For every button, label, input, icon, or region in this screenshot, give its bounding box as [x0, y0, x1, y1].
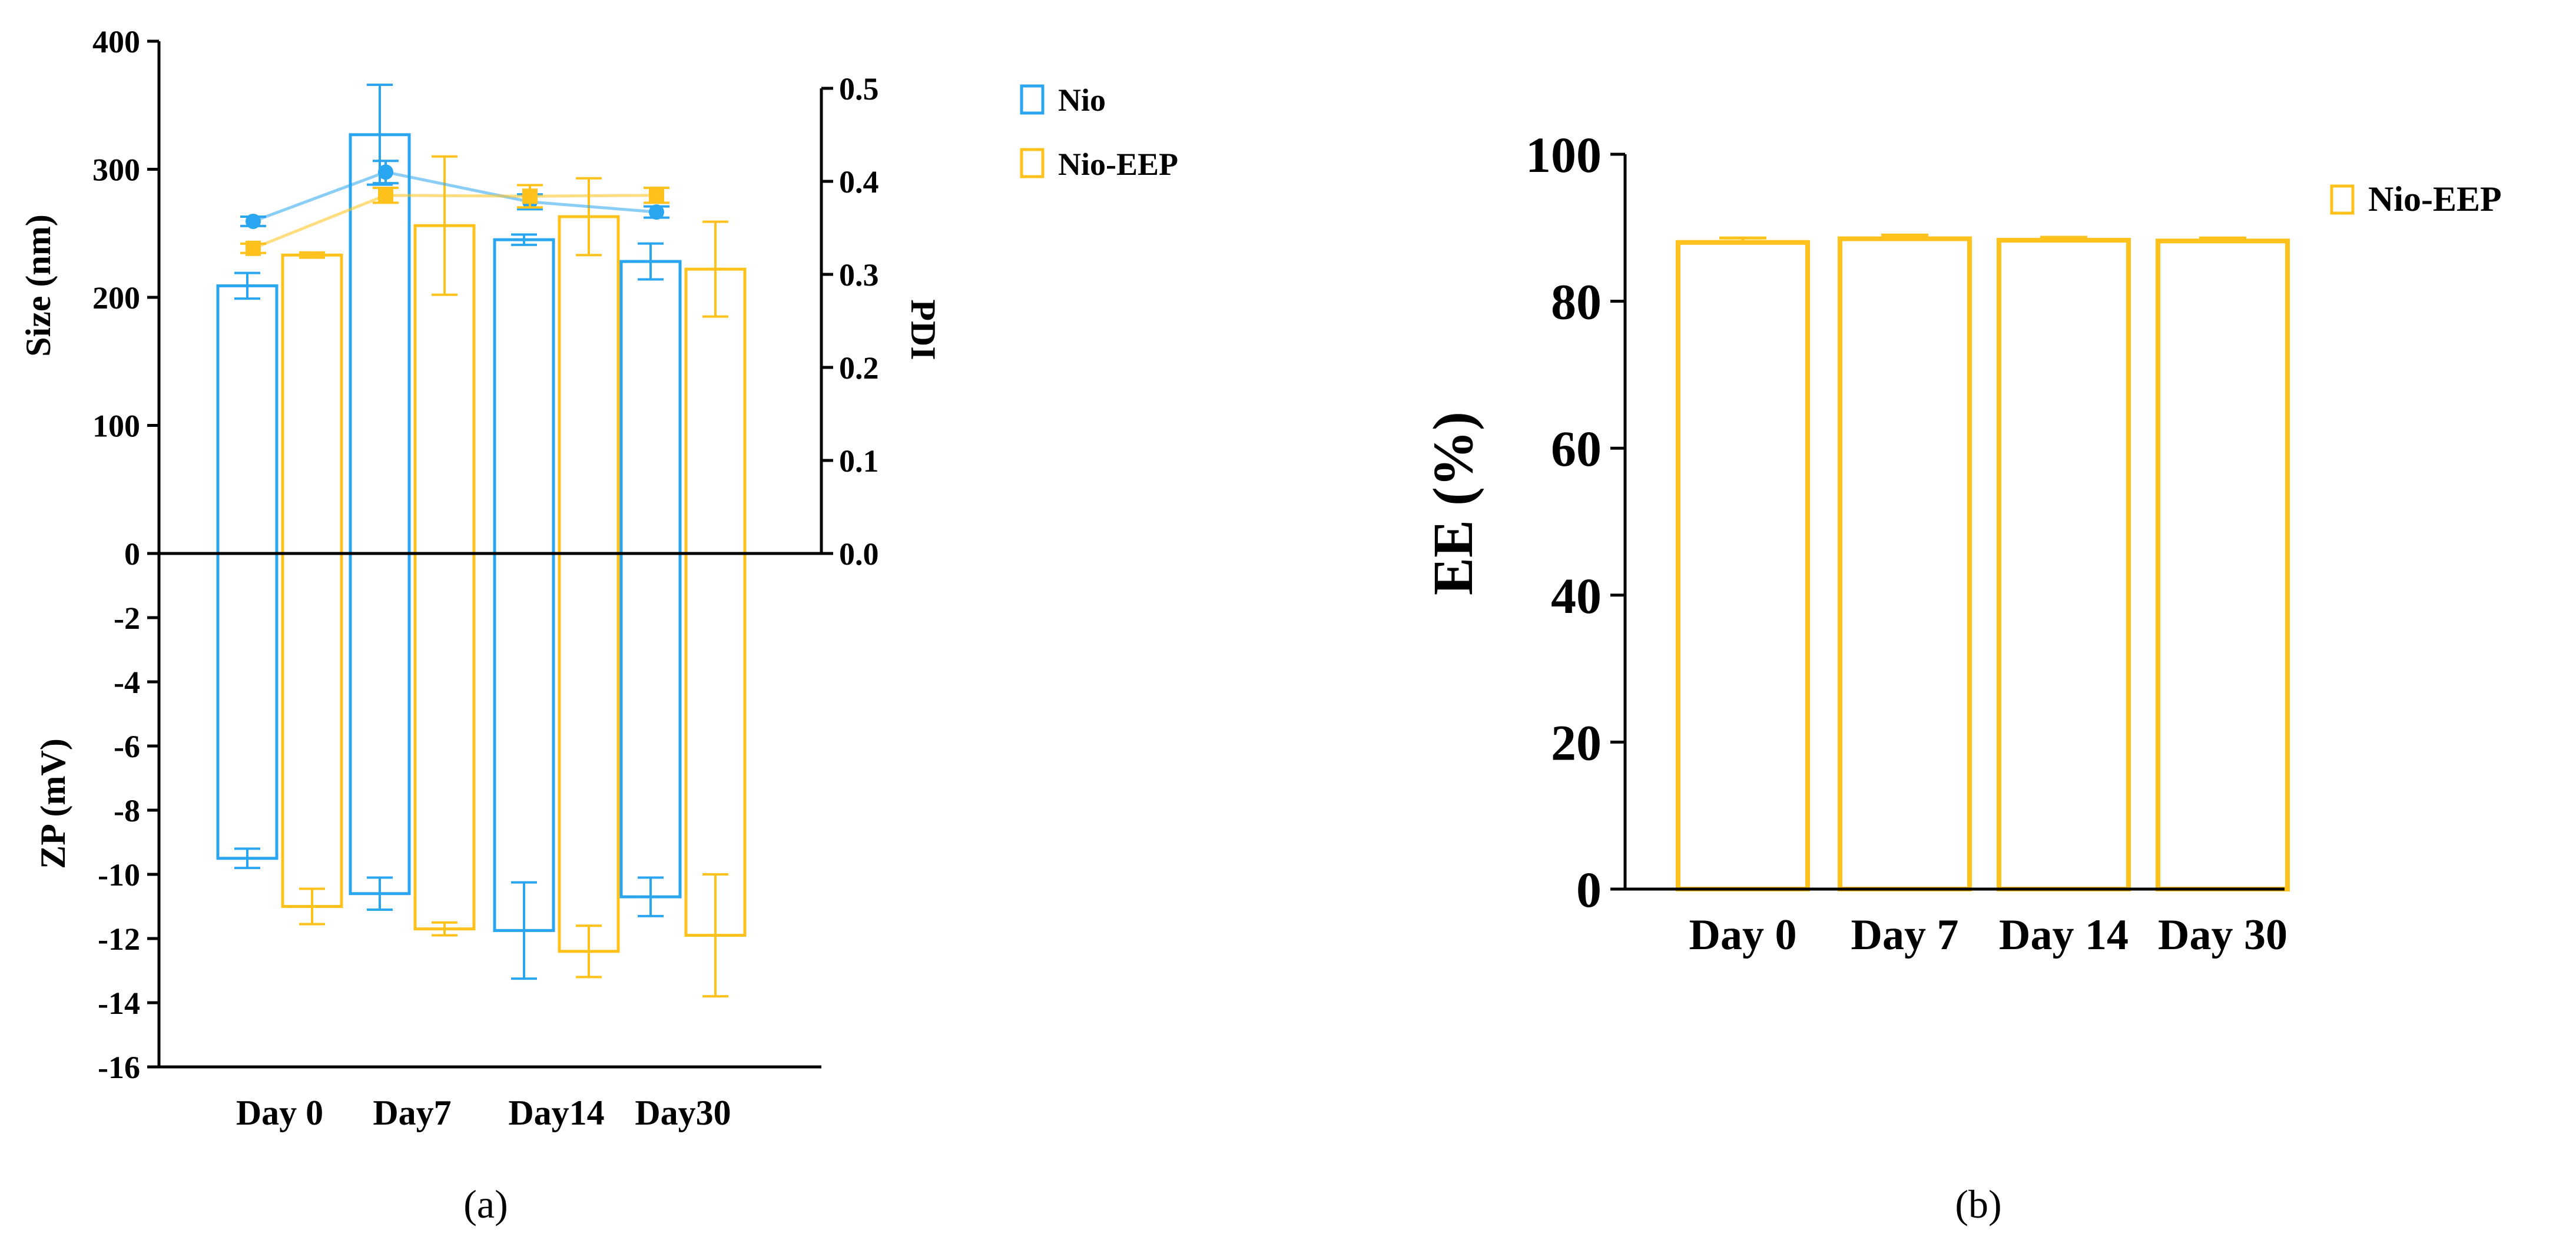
- panel-a-pdi-nio-day30-point: [649, 204, 664, 220]
- panel-b-category-day-30: Day 30: [2158, 911, 2287, 959]
- panel-a-size-axis-label: Size (nm): [19, 214, 58, 357]
- panel-a-pdi-tick-label: 0.1: [839, 443, 879, 479]
- legend-swatch-nio: [1020, 84, 1045, 115]
- panel-a-nio-day7-zp-bar: [349, 552, 411, 896]
- panel-a-nio-day30-size-bar: [619, 260, 682, 555]
- panel-a-pdi-nio-eep-day7-point: [378, 187, 393, 203]
- panel-a-zp-axis-label: ZP (mV): [34, 738, 72, 869]
- panel-a-caption: (a): [463, 1182, 508, 1226]
- panel-a-size-tick-label: 400: [92, 24, 140, 59]
- panel-a-category-labels: Day 0 Day7 Day14 Day30: [236, 1093, 731, 1132]
- panel-a-zp-tick-label: -14: [98, 986, 140, 1021]
- panel-a-pdi-line-nio: [253, 170, 657, 223]
- panel-a-pdi-nio-eep-day30-point: [649, 187, 664, 203]
- panel-a-size-ticks: 400 300 200 100 0: [92, 24, 159, 572]
- panel-a-pdi-nio-day7-point: [378, 164, 393, 180]
- panel-a-size-tick-label: 300: [92, 152, 140, 188]
- panel-a-pdi-nio-eep-day14-point: [522, 188, 538, 204]
- panel-a-pdi-tick-label: 0.2: [839, 350, 879, 386]
- panel-a-category-day14: Day14: [508, 1093, 604, 1132]
- panel-a-nio-day14-size-bar: [493, 238, 555, 555]
- panel-b-tick-label: 80: [1551, 274, 1602, 330]
- panel-a-pdi-nio-day-0-point: [246, 213, 261, 229]
- panel-a-pdi-tick-label: 0.5: [839, 71, 879, 107]
- panel-a-zp-tick-label: -4: [114, 665, 140, 700]
- panel-a-zp-tick-label: -6: [114, 729, 140, 764]
- panel-a-pdi-line-nio-eep: [253, 194, 657, 250]
- panel-b-category-day-7: Day 7: [1851, 911, 1959, 959]
- panel-b-category-day-14: Day 14: [1999, 911, 2129, 959]
- panel-a-size-tick-label: 0: [124, 536, 140, 572]
- panel-a-category-day7: Day7: [373, 1093, 451, 1132]
- panel-b-legend: Nio-EEP: [2330, 180, 2502, 218]
- panel-a-nio-day14-zp-bar: [493, 552, 555, 932]
- legend-swatch-nio-eep: [1020, 148, 1045, 178]
- panel-a-nio-day30-zp-bar: [619, 552, 682, 898]
- legend-label-nio: Nio: [1058, 82, 1106, 118]
- panel-a-zp-tick-label: -10: [98, 857, 140, 893]
- panel-b-y-axis-label: EE (%): [1421, 412, 1484, 595]
- panel-a-nio-eep-day14-size-bar: [558, 215, 620, 555]
- panel-a-category-day-0: Day 0: [236, 1093, 323, 1132]
- panel-b-tick-label: 100: [1526, 127, 1602, 183]
- panel-b-category-day-0: Day 0: [1689, 911, 1797, 959]
- panel-a-pdi-nio-eep-day-0-point: [246, 240, 261, 256]
- panel-a-pdi-lines: [240, 160, 669, 256]
- panel-a-pdi-axis-label: PDI: [904, 299, 943, 360]
- panel-a-nio-day-0-size-bar: [216, 284, 279, 555]
- panel-b-chart: 100 80 60 40 20 0 Day 0 Day 7 Day 14 Day 30 EE (…: [1421, 127, 2502, 1226]
- panel-b-tick-label: 40: [1551, 568, 1602, 624]
- panel-a-pdi-tick-label: 0.0: [839, 536, 879, 572]
- panel-b-nio-eep-day-7-bar: [1838, 236, 1972, 891]
- panel-b-tick-label: 0: [1576, 861, 1602, 918]
- legend-label-nio-eep: Nio-EEP: [1058, 147, 1178, 182]
- panel-a-size-tick-label: 200: [92, 280, 140, 316]
- panel-a-zp-tick-label: -12: [98, 921, 140, 957]
- panel-a-zp-tick-label: -2: [114, 601, 140, 636]
- panel-a-legend: Nio Nio-EEP: [1020, 82, 1178, 182]
- panel-a-zp-tick-label: -8: [114, 793, 140, 828]
- panel-a-bars: [216, 83, 747, 998]
- panel-a-pdi-tick-label: 0.3: [839, 257, 879, 293]
- panel-a-nio-eep-day-0-zp-bar: [281, 552, 343, 908]
- panel-a-nio-eep-day14-zp-bar: [558, 552, 620, 953]
- panel-b-nio-eep-day-14-bar: [1997, 238, 2131, 891]
- panel-b-caption: (b): [1955, 1182, 2001, 1226]
- legend-swatch-nio-eep: [2330, 184, 2355, 215]
- panel-a-zp-ticks: -2 -4 -6 -8 -10 -12 -14 -16: [98, 601, 159, 1085]
- panel-b-y-ticks: 100 80 60 40 20 0: [1526, 127, 1625, 918]
- panel-b-nio-eep-day-30-bar: [2156, 238, 2290, 891]
- panel-b-bars: [1676, 233, 2290, 891]
- panel-a-size-tick-label: 100: [92, 409, 140, 444]
- panel-a-zp-tick-label: -16: [98, 1050, 140, 1085]
- panel-b-nio-eep-day-0-bar: [1676, 240, 1810, 891]
- panel-b-tick-label: 60: [1551, 420, 1602, 477]
- panel-a-pdi-ticks: 0.5 0.4 0.3 0.2 0.1 0.0: [821, 71, 879, 572]
- panel-a-nio-eep-day7-zp-bar: [413, 552, 476, 931]
- legend-label-nio-eep: Nio-EEP: [2368, 180, 2502, 218]
- panel-a-pdi-tick-label: 0.4: [839, 164, 879, 200]
- panel-a-category-day30: Day30: [635, 1093, 731, 1132]
- panel-a-nio-eep-day-0-size-bar: [281, 253, 343, 555]
- panel-b-category-labels: Day 0 Day 7 Day 14 Day 30: [1689, 911, 2287, 959]
- panel-b-tick-label: 20: [1551, 714, 1602, 771]
- panel-a-nio-day-0-zp-bar: [216, 552, 279, 860]
